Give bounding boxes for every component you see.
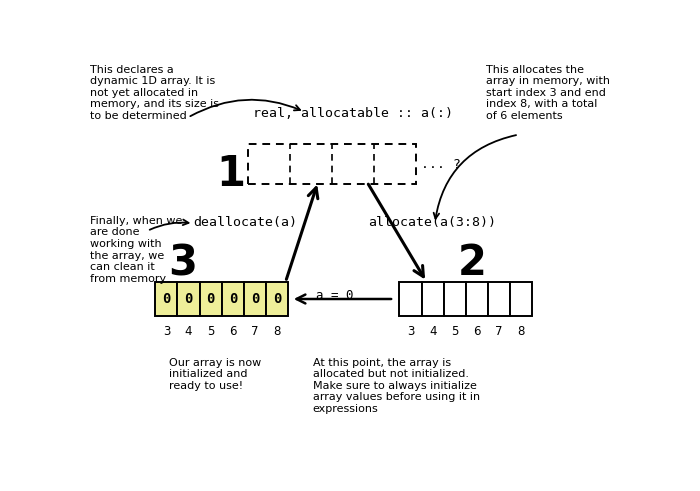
Bar [466,282,488,316]
Text: 1: 1 [217,153,246,195]
Text: 3: 3 [407,326,414,338]
Bar [178,282,200,316]
Text: This declares a
dynamic 1D array. It is
not yet allocated in
memory, and its siz: This declares a dynamic 1D array. It is … [90,65,219,121]
Text: 6: 6 [473,326,481,338]
Text: 5: 5 [207,326,214,338]
Text: 4: 4 [429,326,436,338]
Text: 0: 0 [184,292,192,306]
Bar [248,144,416,184]
Bar [444,282,466,316]
Text: real, allocatable :: a(:): real, allocatable :: a(:) [253,107,454,120]
Bar [400,282,421,316]
Text: This allocates the
array in memory, with
start index 3 and end
index 8, with a t: This allocates the array in memory, with… [486,65,610,121]
Text: 8: 8 [517,326,525,338]
Text: 0: 0 [229,292,237,306]
Text: 3: 3 [168,242,197,284]
Text: 2: 2 [458,242,487,284]
Text: 4: 4 [185,326,193,338]
Text: 3: 3 [162,326,170,338]
Text: Finally, when we
are done
working with
the array, we
can clean it
from memory: Finally, when we are done working with t… [90,216,183,284]
Text: deallocate(a): deallocate(a) [193,216,297,229]
Bar [421,282,444,316]
Bar [155,282,178,316]
Text: a = 0: a = 0 [316,289,353,301]
Text: 0: 0 [273,292,281,306]
Text: 0: 0 [206,292,215,306]
Text: 0: 0 [162,292,171,306]
Text: ... ?: ... ? [421,158,461,170]
Text: allocate(a(3:8)): allocate(a(3:8)) [368,216,496,229]
Bar [199,282,222,316]
Bar [222,282,244,316]
Bar [488,282,510,316]
Text: 7: 7 [251,326,259,338]
Text: 6: 6 [229,326,237,338]
Bar [244,282,266,316]
Text: 5: 5 [451,326,458,338]
Text: 7: 7 [496,326,503,338]
Text: 0: 0 [251,292,259,306]
Text: Our array is now
initialized and
ready to use!: Our array is now initialized and ready t… [169,357,261,391]
Bar [266,282,288,316]
Text: At this point, the array is
allocated but not initialized.
Make sure to always i: At this point, the array is allocated bu… [313,357,480,414]
Bar [510,282,532,316]
Text: 8: 8 [274,326,281,338]
